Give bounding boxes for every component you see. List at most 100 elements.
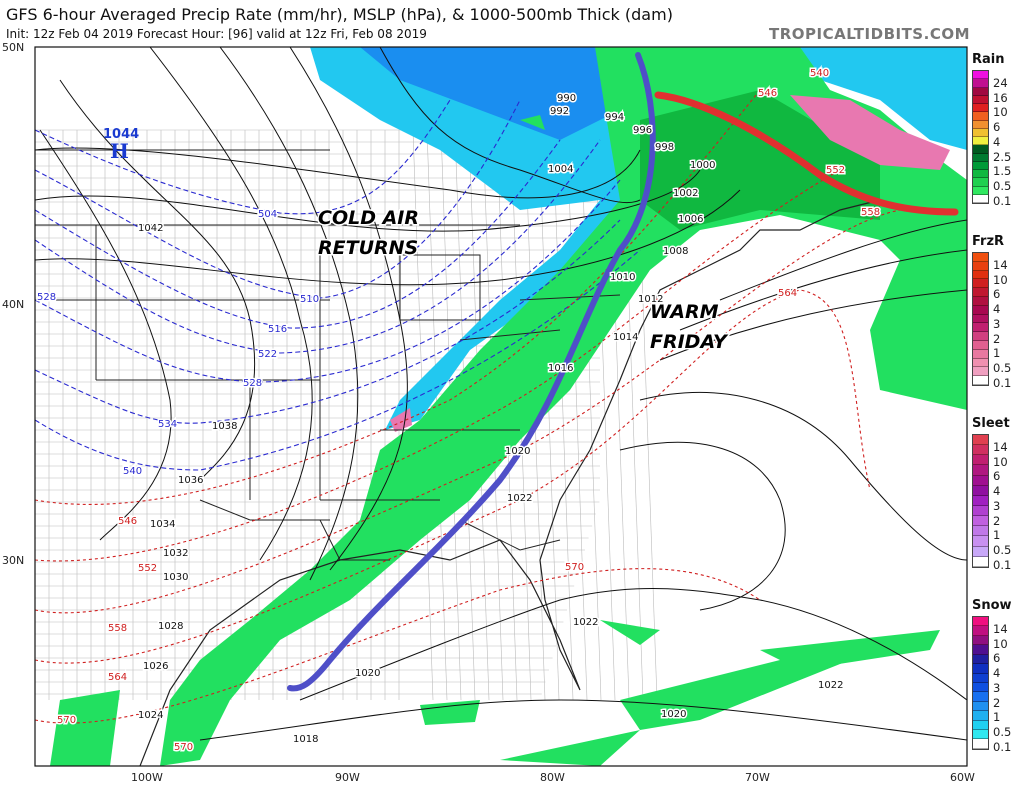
thickness-label: 546 — [118, 516, 137, 527]
isobar-label: 990 — [557, 93, 576, 104]
legend-swatch — [973, 626, 988, 636]
legend-swatch — [973, 261, 988, 271]
map-frame — [34, 46, 968, 767]
legend-label: 14 — [993, 258, 1008, 272]
legend-title: Rain — [972, 52, 1005, 67]
legend-label: 1 — [993, 346, 1001, 361]
isobar-label: 1026 — [143, 661, 168, 672]
map-subtitle: Init: 12z Feb 04 2019 Forecast Hour: [96… — [6, 27, 427, 41]
legend-label: 16 — [993, 90, 1008, 105]
legend-label: 0.5 — [993, 178, 1012, 193]
legend-swatch — [973, 526, 988, 537]
legend-swatch — [973, 701, 988, 712]
legend-swatch — [973, 485, 988, 496]
isobar-label: 998 — [655, 142, 674, 153]
isobar-label: 1022 — [507, 493, 532, 504]
rain-area — [160, 47, 967, 766]
isobar-label: 1018 — [293, 734, 318, 745]
legend-swatch — [973, 692, 988, 702]
legend-swatch — [973, 505, 988, 517]
legend-swatch — [973, 673, 988, 683]
thickness-label: 546 — [758, 88, 777, 99]
legend-color-scale — [972, 434, 989, 568]
lat-tick-label: 30N — [2, 554, 24, 567]
legend-label: 6 — [993, 287, 1001, 302]
legend-title: Snow — [972, 598, 1012, 613]
legend-label: 2 — [993, 513, 1001, 528]
thickness-label: 558 — [108, 623, 127, 634]
cold-front-drawn-line — [287, 52, 656, 692]
thickness-label: 570 — [174, 742, 193, 753]
lat-tick-label: 50N — [2, 41, 24, 54]
legend-swatch — [973, 87, 988, 96]
mixed-spot — [390, 408, 412, 432]
annotation-friday: FRIDAY — [650, 331, 729, 353]
legend-color-scale — [972, 252, 989, 386]
legend-swatch — [973, 358, 988, 368]
legend-swatch — [973, 495, 988, 506]
thickness-label: 570 — [57, 715, 76, 726]
thickness-label: 516 — [268, 324, 287, 335]
legend-swatch — [973, 104, 988, 113]
legend-label: 4 — [993, 134, 1001, 149]
isobar-label: 1016 — [548, 363, 573, 374]
legend-label: 4 — [993, 666, 1001, 681]
legend-label: 24 — [993, 76, 1008, 90]
thickness-label: 540 — [123, 466, 142, 477]
legend-swatch — [973, 288, 988, 297]
legend-swatch — [973, 664, 988, 674]
legend-swatch — [973, 711, 988, 721]
annotation-cold-air: COLD AIR — [318, 207, 419, 229]
legend-swatch — [973, 435, 988, 446]
isobar-label: 1006 — [678, 214, 703, 225]
legend-label: 4 — [993, 302, 1001, 317]
legend-swatch — [973, 178, 988, 187]
legend-swatch — [973, 475, 988, 486]
gulf-rain-patches — [50, 115, 940, 766]
legend-label: 1 — [993, 528, 1001, 543]
thickness-label: 558 — [861, 207, 880, 218]
legend-swatch — [973, 720, 988, 731]
thickness-label: 522 — [258, 349, 277, 360]
isobar-label: 1022 — [573, 617, 598, 628]
legend-label: 1.5 — [993, 164, 1012, 179]
legend-swatch — [973, 305, 988, 315]
legend-label: 4 — [993, 484, 1001, 499]
legend-swatch — [973, 645, 988, 655]
legend-swatch — [973, 445, 988, 456]
isobar-label: 994 — [605, 112, 624, 123]
thickness-warm-lines — [35, 89, 901, 724]
legend-label: 10 — [993, 636, 1008, 651]
isobar-label: 1022 — [818, 680, 843, 691]
legend-swatch — [973, 170, 988, 179]
legend-label: 10 — [993, 454, 1008, 469]
legend-swatch — [973, 120, 988, 129]
legend-swatch — [973, 79, 988, 88]
lon-tick-label: 70W — [745, 771, 770, 784]
isobar-label: 1028 — [158, 621, 183, 632]
site-brand[interactable]: TROPICALTIDBITS.COM — [769, 25, 970, 43]
legend-swatch — [973, 314, 988, 324]
legend-swatch — [973, 340, 988, 350]
thickness-label: 510 — [300, 294, 319, 305]
legend-swatch — [973, 376, 988, 385]
legend-swatch — [973, 296, 988, 306]
thickness-cold-lines — [35, 99, 641, 471]
legend-swatch — [973, 186, 988, 195]
thickness-label: 570 — [565, 562, 584, 573]
legend-swatch — [973, 536, 988, 547]
legend-swatch — [973, 556, 988, 567]
snow-area-ne — [800, 47, 967, 150]
thickness-label: 564 — [778, 288, 797, 299]
legend-label: 0.5 — [993, 724, 1012, 739]
snow-heavy-area — [360, 47, 620, 140]
thickness-label: 552 — [138, 563, 157, 574]
isobar-label: 1002 — [673, 188, 698, 199]
legend-swatch — [973, 455, 988, 466]
legend-swatch — [973, 546, 988, 557]
isobar-label: 1032 — [163, 548, 188, 559]
isobar-label: 1004 — [548, 164, 573, 175]
isobar-label: 992 — [550, 106, 569, 117]
isobar-label: 1000 — [690, 160, 715, 171]
